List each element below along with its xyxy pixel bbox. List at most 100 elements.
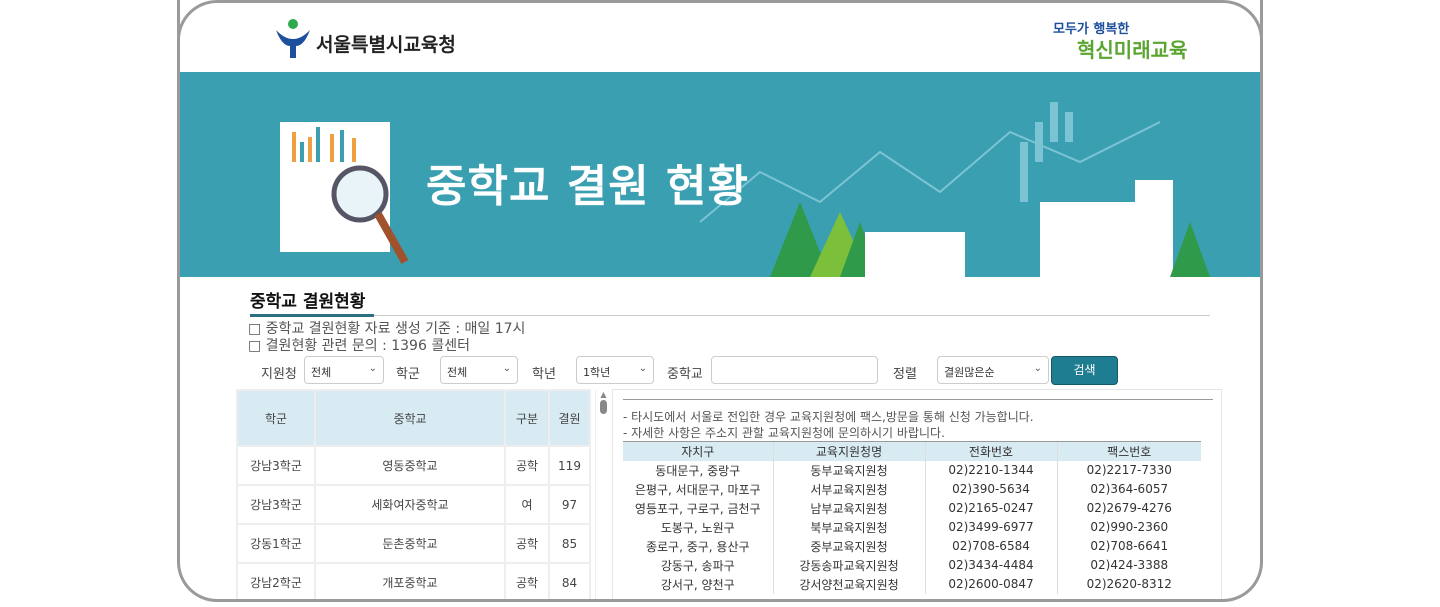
table-row: 은평구, 서대문구, 마포구 서부교육지원청 02)390-5634 02)364-6… — [623, 479, 1201, 499]
district-label: 학군 — [396, 367, 420, 382]
cell-gu: 강서구, 양천구 — [660, 577, 735, 592]
cell-school: 개포중학교 — [314, 562, 506, 599]
cell-office: 강서양천교육지원청 — [772, 574, 925, 594]
cell-office: 동부교육지원청 — [772, 460, 925, 480]
cell-type: 공학 — [504, 523, 550, 564]
cell-type: 공학 — [504, 562, 550, 599]
cell-vacancy: 119 — [548, 445, 591, 486]
table-row[interactable]: 강남2학군 개포중학교 공학 84 — [236, 562, 591, 599]
col-gu: 자치구 — [623, 441, 773, 461]
chevron-down-icon: ⌄ — [1033, 363, 1042, 374]
grade-value: 1학년 — [583, 366, 611, 379]
col-fax: 팩스번호 — [1056, 441, 1201, 461]
col-phone: 전화번호 — [924, 441, 1057, 461]
school-input[interactable] — [711, 356, 878, 384]
title-underline — [250, 314, 374, 317]
table-row: 동대문구, 중랑구 동부교육지원청 02)2210-1344 02)2217-7330 — [623, 460, 1201, 480]
scroll-up-icon[interactable]: ▲ — [600, 390, 607, 399]
sort-value: 결원많은순 — [944, 366, 995, 379]
vacancy-table-container: 학군 중학교 구분 결원 강남3학군 영동중학교 공학 119 강남3학군 세화여자중학… — [236, 389, 591, 599]
office-contact-table: 자치구 교육지원청명 전화번호 팩스번호 동대문구, 중랑구 동부교육지원청 02)221… — [623, 441, 1201, 594]
cell-type: 여 — [504, 484, 550, 525]
cell-gu: 은평구, 서대문구, 마포구 — [634, 482, 761, 497]
seoul-edu-logo-icon — [276, 19, 310, 58]
cell-phone: 02)2600-0847 — [924, 574, 1057, 594]
table-row[interactable]: 강동1학군 둔촌중학교 공학 85 — [236, 523, 591, 564]
cell-gu: 동대문구, 중랑구 — [655, 463, 741, 478]
section-title: 중학교 결원현황 — [250, 292, 366, 312]
cell-fax: 02)708-6641 — [1056, 536, 1201, 556]
note-contact: □ 결원현황 관련 문의 : 1396 콜센터 — [248, 338, 470, 354]
cell-district: 강동1학군 — [236, 523, 316, 564]
col-office: 교육지원청명 — [772, 441, 925, 461]
cell-office: 강동송파교육지원청 — [772, 555, 925, 575]
chevron-down-icon: ⌄ — [638, 363, 647, 374]
sort-select[interactable]: 결원많은순 ⌄ — [937, 356, 1049, 384]
cell-office: 중부교육지원청 — [772, 536, 925, 556]
cell-phone: 02)708-6584 — [924, 536, 1057, 556]
table-row: 강서구, 양천구 강서양천교육지원청 02)2600-0847 02)2620-831… — [623, 574, 1201, 594]
school-label: 중학교 — [667, 367, 703, 382]
info-note-1: - 타시도에서 서울로 전입한 경우 교육지원청에 팩스,방문을 통해 신청 가… — [623, 410, 1034, 424]
table-row: 종로구, 중구, 용산구 중부교육지원청 02)708-6584 02)708-664… — [623, 536, 1201, 556]
slogan-main: 혁신미래교육 — [1077, 38, 1188, 62]
cell-school: 세화여자중학교 — [314, 484, 506, 525]
cell-fax: 02)2679-4276 — [1056, 498, 1201, 518]
chevron-down-icon: ⌄ — [368, 363, 377, 374]
col-district: 학군 — [236, 389, 316, 447]
cell-office: 북부교육지원청 — [772, 517, 925, 537]
slogan-top: 모두가 행복한 — [1053, 22, 1130, 37]
district-select[interactable]: 전체 ⌄ — [440, 356, 518, 384]
cell-school: 둔촌중학교 — [314, 523, 506, 564]
table-row[interactable]: 강남3학군 세화여자중학교 여 97 — [236, 484, 591, 525]
col-type: 구분 — [504, 389, 550, 447]
cell-fax: 02)364-6057 — [1056, 479, 1201, 499]
cell-vacancy: 85 — [548, 523, 591, 564]
cell-fax: 02)424-3388 — [1056, 555, 1201, 575]
cell-phone: 02)3434-4484 — [924, 555, 1057, 575]
org-name: 서울특별시교육청 — [316, 34, 456, 56]
banner-illustration — [280, 102, 1210, 277]
sort-label: 정렬 — [893, 367, 917, 382]
table-header-row: 자치구 교육지원청명 전화번호 팩스번호 — [623, 441, 1201, 461]
cell-phone: 02)3499-6977 — [924, 517, 1057, 537]
office-select[interactable]: 전체 ⌄ — [304, 356, 384, 384]
grade-select[interactable]: 1학년 ⌄ — [576, 356, 654, 384]
cell-gu: 영등포구, 구로구, 금천구 — [634, 501, 761, 516]
district-value: 전체 — [447, 366, 468, 379]
hero-banner: 중학교 결원 현황 — [180, 72, 1260, 277]
info-panel: - 타시도에서 서울로 전입한 경우 교육지원청에 팩스,방문을 통해 신청 가… — [612, 389, 1222, 599]
org-logo[interactable] — [274, 18, 312, 64]
scroll-thumb[interactable] — [600, 400, 607, 414]
divider — [250, 315, 1210, 316]
note-data-time: □ 중학교 결원현황 자료 생성 기준 : 매일 17시 — [248, 321, 526, 337]
scrollbar[interactable]: ▲ — [595, 390, 611, 599]
page-frame: 서울특별시교육청 모두가 행복한 혁신미래교육 중학교 결원 현황 중학교 결원… — [177, 0, 1263, 602]
cell-office: 서부교육지원청 — [772, 479, 925, 499]
cell-gu: 강동구, 송파구 — [660, 558, 735, 573]
cell-district: 강남3학군 — [236, 484, 316, 525]
office-label: 지원청 — [261, 367, 297, 382]
chevron-down-icon: ⌄ — [502, 363, 511, 374]
col-school: 중학교 — [314, 389, 506, 447]
cell-fax: 02)2217-7330 — [1056, 460, 1201, 480]
table-row: 강동구, 송파구 강동송파교육지원청 02)3434-4484 02)424-3388 — [623, 555, 1201, 575]
cell-district: 강남3학군 — [236, 445, 316, 486]
table-row: 도봉구, 노원구 북부교육지원청 02)3499-6977 02)990-2360 — [623, 517, 1201, 537]
col-vacancy: 결원 — [548, 389, 591, 447]
vacancy-table: 학군 중학교 구분 결원 강남3학군 영동중학교 공학 119 강남3학군 세화여자중학… — [236, 389, 591, 599]
table-header-row: 학군 중학교 구분 결원 — [236, 389, 591, 447]
cell-gu: 종로구, 중구, 용산구 — [645, 539, 750, 554]
search-button[interactable]: 검색 — [1051, 356, 1118, 385]
cell-office: 남부교육지원청 — [772, 498, 925, 518]
table-row[interactable]: 강남3학군 영동중학교 공학 119 — [236, 445, 591, 486]
cell-vacancy: 97 — [548, 484, 591, 525]
info-divider — [623, 399, 1213, 400]
cell-type: 공학 — [504, 445, 550, 486]
grade-label: 학년 — [532, 367, 556, 382]
cell-district: 강남2학군 — [236, 562, 316, 599]
cell-phone: 02)2165-0247 — [924, 498, 1057, 518]
cell-phone: 02)390-5634 — [924, 479, 1057, 499]
cell-vacancy: 84 — [548, 562, 591, 599]
cell-fax: 02)990-2360 — [1056, 517, 1201, 537]
